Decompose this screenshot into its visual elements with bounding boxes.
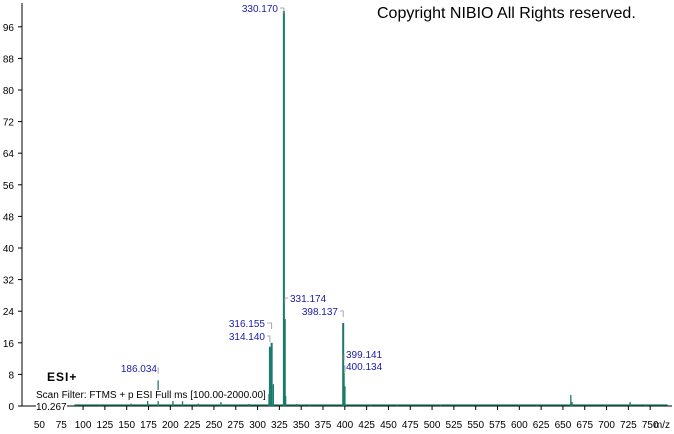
x-tick-label: 250 (206, 420, 223, 431)
x-tick-label: 425 (358, 420, 375, 431)
y-tick-label: 24 (3, 307, 15, 318)
y-tick-label: 16 (3, 339, 15, 350)
x-tick-label: 525 (446, 420, 463, 431)
y-tick-label: 88 (3, 54, 15, 65)
x-tick-label: 325 (271, 420, 288, 431)
peak-label-leader (280, 7, 285, 14)
x-tick-label: 275 (227, 420, 244, 431)
x-tick-label: 150 (118, 420, 135, 431)
x-tick-label: 550 (467, 420, 484, 431)
x-tick-label: 75 (56, 420, 68, 431)
peak-label: 398.137 (302, 307, 339, 318)
peak-label-leader (267, 335, 271, 342)
y-tick-label: 80 (3, 86, 15, 97)
peak-label-leader (267, 322, 273, 329)
x-axis-label: m/z (654, 420, 670, 431)
x-tick-label: 450 (380, 420, 397, 431)
y-tick-label: 48 (3, 212, 15, 223)
y-tick-label: 56 (3, 181, 15, 192)
x-tick-label: 200 (162, 420, 179, 431)
retention-time-text: 10.267 (36, 402, 67, 413)
peak-label: 316.155 (229, 319, 266, 330)
x-tick-label: 375 (315, 420, 332, 431)
peak-label: 314.140 (229, 332, 266, 343)
peak-label: 399.141 (346, 350, 383, 361)
x-tick-label: 675 (576, 420, 593, 431)
peak-label: 330.170 (242, 4, 279, 15)
peak-label-leader (284, 297, 288, 304)
copyright-notice: Copyright NIBIO All Rights reserved. (377, 5, 636, 22)
peak-label: 331.174 (290, 294, 327, 305)
x-tick-label: 700 (598, 420, 615, 431)
ion-mode-label: ESI+ (47, 370, 78, 384)
peak-label: 186.034 (121, 364, 158, 375)
x-tick-label: 175 (140, 420, 157, 431)
x-tick-label: 600 (511, 420, 528, 431)
x-tick-label: 625 (533, 420, 550, 431)
x-tick-label: 500 (424, 420, 441, 431)
x-tick-label: 350 (293, 420, 310, 431)
x-tick-label: 125 (97, 420, 114, 431)
x-tick-label: 475 (402, 420, 419, 431)
y-tick-label: 32 (3, 276, 15, 287)
x-tick-label: 50 (34, 420, 46, 431)
x-tick-label: 300 (249, 420, 266, 431)
x-tick-label: 650 (555, 420, 572, 431)
x-tick-label: 750 (642, 420, 659, 431)
peak-label-leader (157, 367, 159, 374)
peak-label-leader (344, 365, 346, 372)
y-tick-label: 40 (3, 244, 15, 255)
y-tick-label: 64 (3, 149, 15, 160)
y-tick-label: 96 (3, 23, 15, 34)
x-tick-label: 225 (184, 420, 201, 431)
peak-label: 400.134 (346, 362, 383, 373)
y-tick-label: 72 (3, 118, 15, 129)
y-tick-label: 8 (8, 370, 14, 381)
peak-label-leader (340, 310, 344, 317)
x-tick-label: 100 (75, 420, 92, 431)
x-tick-label: 400 (336, 420, 353, 431)
x-tick-label: 575 (489, 420, 506, 431)
scan-filter-text: Scan Filter: FTMS + p ESI Full ms [100.0… (36, 390, 268, 401)
y-tick-label: 0 (8, 402, 14, 413)
x-tick-label: 725 (620, 420, 637, 431)
